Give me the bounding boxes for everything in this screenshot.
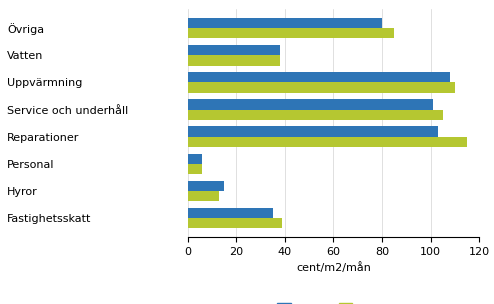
- Bar: [188, 208, 273, 218]
- Bar: [188, 164, 203, 174]
- Bar: [188, 191, 219, 201]
- Bar: [188, 109, 443, 120]
- Bar: [188, 218, 283, 228]
- Bar: [188, 55, 280, 66]
- X-axis label: cent/m2/mån: cent/m2/mån: [296, 262, 371, 273]
- Bar: [188, 137, 467, 147]
- Bar: [188, 72, 450, 82]
- Bar: [188, 181, 224, 191]
- Bar: [188, 82, 455, 93]
- Bar: [188, 18, 382, 28]
- Bar: [188, 28, 394, 38]
- Bar: [188, 99, 433, 109]
- Legend: 2018, 2019: 2018, 2019: [273, 299, 394, 304]
- Bar: [188, 126, 438, 137]
- Bar: [188, 154, 203, 164]
- Bar: [188, 45, 280, 55]
